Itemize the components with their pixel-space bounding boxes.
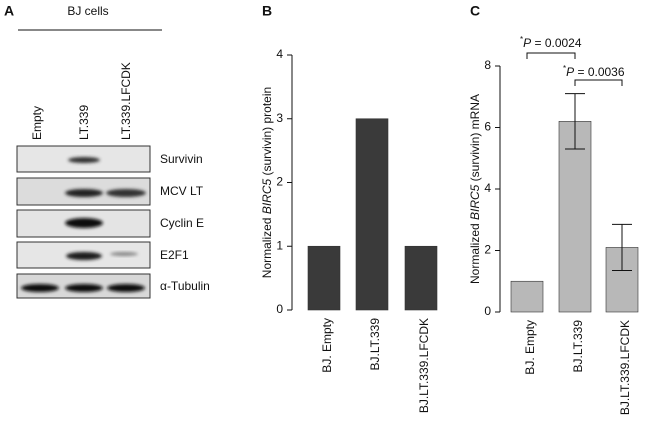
y-axis-label: Normalized BIRC5 (survivin) protein [260,87,274,278]
panel-label: C [470,3,480,19]
y-tick-label: 4 [484,181,491,195]
lane-label: LT.339 [77,105,91,140]
text-part: (survivin) mRNA [468,94,482,185]
panel-a: A BJ cells Empty LT.339 LT.339.LFCDK Sur… [4,3,210,299]
lane-label: LT.339.LFCDK [119,62,133,140]
band [65,218,103,228]
y-tick-label: 8 [484,58,491,72]
blot-title: BJ cells [67,4,108,18]
y-axis-label: Normalized BIRC5 (survivin) mRNA [468,94,482,284]
text-part: Normalized [468,220,482,284]
y-tick-label: 0 [484,304,491,318]
panel-label: A [4,3,14,19]
band-label: Survivin [160,152,203,166]
band [106,189,146,197]
y-tick-label: 6 [484,120,491,134]
band [68,157,100,163]
y-tick-label: 4 [276,47,283,61]
x-tick-label: BJ.LT.339.LFCDK [417,318,431,413]
text-part: * [563,64,566,73]
band-label: MCV LT [160,184,204,198]
significance-bracket [526,52,576,59]
text-part: P [523,36,531,50]
x-tick-label: BJ.LT.339 [368,318,382,371]
band [21,284,59,292]
y-tick-label: 2 [276,175,283,189]
text-part: P [566,65,574,79]
annotation: *P = 0.0024 [520,35,582,51]
y-tick-label: 0 [276,302,283,316]
band [65,189,103,197]
band-label: E2F1 [160,248,189,262]
x-tick-label: BJ. Empty [523,320,537,375]
bar [510,280,544,313]
text-part: = 0.0036 [574,65,625,79]
y-tick-label: 1 [276,238,283,252]
bar [404,245,438,311]
band [65,284,103,292]
text-part: Normalized [260,214,274,278]
lane-label: Empty [30,106,44,140]
blot [16,145,151,299]
y-tick-label: 2 [484,243,491,257]
x-tick-label: BJ.LT.339 [571,320,585,373]
text-part: BIRC5 [260,179,274,215]
text-part: * [520,35,523,44]
bar [355,118,389,311]
band [107,284,145,292]
band [110,252,138,256]
y-tick-label: 3 [276,111,283,125]
band [66,252,102,260]
band-label: α-Tubulin [160,279,210,293]
significance-bracket [574,79,623,86]
x-tick-label: BJ. Empty [320,318,334,373]
panel-label: B [262,3,272,19]
x-tick-label: BJ.LT.339.LFCDK [618,320,632,415]
bar [558,121,592,313]
text-part: (survivin) protein [260,87,274,179]
text-part: = 0.0024 [531,36,582,50]
annotation: *P = 0.0036 [563,64,625,80]
text-part: BIRC5 [468,184,482,220]
band-label: Cyclin E [160,216,204,230]
bar [307,245,341,311]
